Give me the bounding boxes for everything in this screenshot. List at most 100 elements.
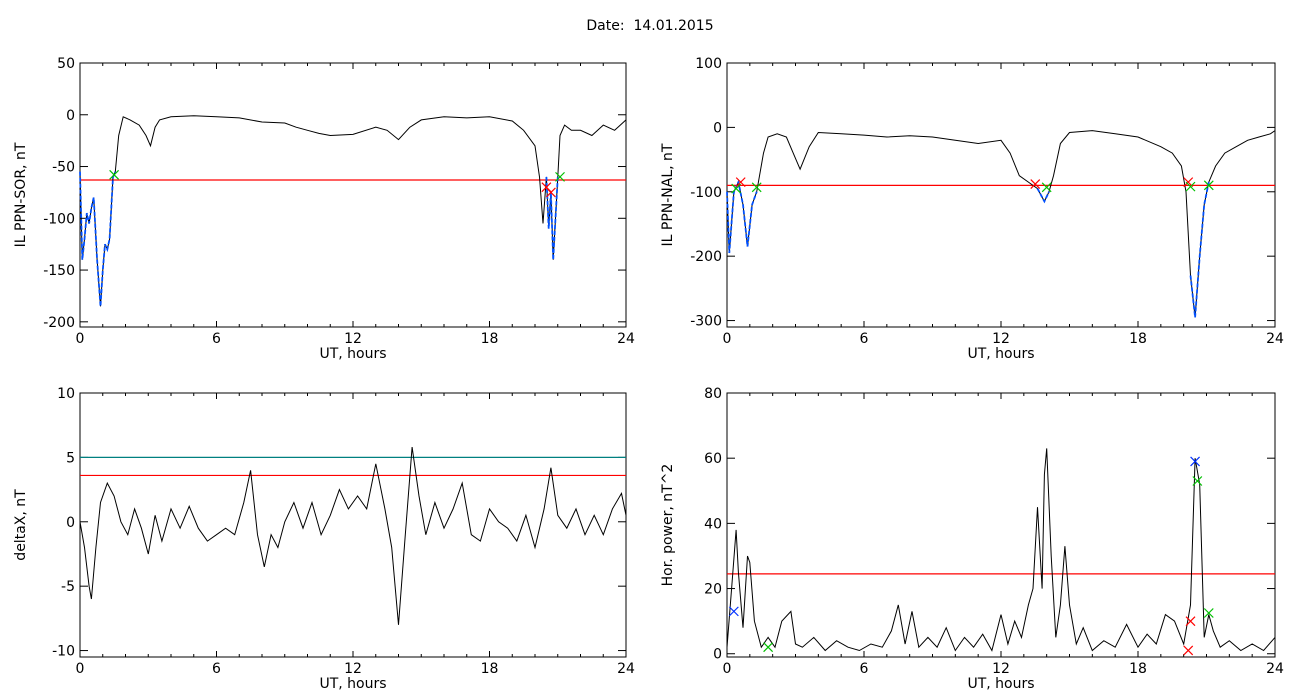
marker-x [1203,608,1214,618]
x-tick-label: 12 [992,661,1010,677]
x-tick-label: 18 [481,661,499,677]
marker-stroke [541,182,552,193]
marker-x [1030,179,1041,189]
marker-stroke [546,187,556,198]
plot-2: 0 6 12 18 24 -300 -200 -100 0 100 UT, hours IL PPN-… [660,56,1284,362]
y-tick-label: -100 [690,185,722,201]
plot-frame [726,62,1276,328]
y-tick-label: 100 [695,56,722,72]
marker-stroke [735,177,746,188]
plot-frame [79,62,627,328]
page-title: Date: 14.01.2015 [586,18,714,34]
marker-x [735,177,746,188]
x-tick-label: 12 [344,331,362,347]
data-line [79,447,627,625]
x-tick-label: 6 [860,661,869,677]
x-tick-label: 0 [76,661,85,677]
x-tick-label: 24 [1266,661,1284,677]
x-tick-label: 18 [1129,331,1147,347]
interval-line [726,179,758,254]
marker-x [546,187,556,198]
x-tick-label: 6 [212,331,221,347]
x-axis-label: UT, hours [967,676,1034,692]
y-tick-label: 0 [713,120,722,136]
x-tick-label: 24 [617,331,635,347]
marker-stroke [1183,645,1194,656]
y-tick-label: 0 [66,515,75,531]
x-tick-label: 24 [617,661,635,677]
y-tick-label: 0 [66,108,75,124]
interval-line [1036,188,1050,204]
x-axis-label: UT, hours [319,676,386,692]
marker-x [109,169,120,180]
marker-x [1192,476,1203,486]
marker-x [751,182,762,193]
marker-x [731,183,742,194]
marker-x [1190,456,1201,467]
marker-x [1183,645,1194,656]
marker-stroke [1185,616,1196,627]
x-axis-label: UT, hours [319,346,386,362]
y-axis-label: deltaX, nT [13,489,29,561]
marker-stroke [1190,456,1201,467]
x-tick-label: 0 [76,331,85,347]
y-tick-label: -150 [43,263,75,279]
interval-line [79,171,117,307]
marker-stroke [763,642,774,653]
y-tick-label: -5 [61,579,75,595]
marker-stroke [1192,476,1203,486]
plot-4: 0 6 12 18 24 0 20 40 60 80 UT, hours Hor. power, nT… [660,386,1284,692]
marker-stroke [728,606,739,617]
y-tick-label: 40 [704,516,722,532]
marker-x [555,171,565,182]
plot-1: 0 6 12 18 24 -200 -150 -100 -50 0 50 UT, hours IL PP… [13,56,635,362]
x-tick-label: 18 [1129,661,1147,677]
y-tick-label: -200 [43,315,75,331]
plot-3: 0 6 12 18 24 -10 -5 0 5 10 UT, hours deltaX, nT [13,386,635,692]
x-tick-label: 18 [481,331,499,347]
marker-x [1185,616,1196,627]
marker-x [728,606,739,617]
marker-stroke [1183,177,1194,188]
marker-x [763,642,774,653]
y-tick-label: -50 [52,160,75,176]
marker-stroke [731,183,742,194]
x-tick-label: 6 [860,331,869,347]
x-tick-label: 12 [344,661,362,677]
x-tick-label: 0 [723,661,732,677]
marker-stroke [1203,180,1214,191]
y-tick-label: 10 [57,386,75,402]
y-axis-label: Hor. power, nT^2 [660,464,676,587]
marker-x [1203,180,1214,191]
x-tick-label: 0 [723,331,732,347]
marker-x [1185,181,1196,192]
y-tick-label: -10 [52,644,75,660]
x-tick-label: 6 [212,661,221,677]
data-line [79,115,627,307]
y-tick-label: -100 [43,211,75,227]
x-tick-label: 24 [1266,331,1284,347]
y-axis-label: IL PPN-NAL, nT [660,143,676,246]
y-tick-label: 50 [57,56,75,72]
interval-line [545,176,559,260]
marker-stroke [1041,182,1052,193]
marker-stroke [555,171,565,182]
marker-stroke [1030,179,1041,189]
y-tick-label: -200 [690,249,722,265]
marker-stroke [109,169,120,180]
plot-frame [79,392,627,658]
y-tick-label: 20 [704,582,722,598]
data-line [726,448,1276,652]
interval-line [1189,181,1210,318]
y-tick-label: 5 [66,450,75,466]
y-tick-label: 0 [713,647,722,663]
y-axis-label: IL PPN-SOR, nT [13,142,29,247]
x-tick-label: 12 [992,331,1010,347]
marker-stroke [1203,608,1214,618]
y-tick-label: 60 [704,451,722,467]
x-axis-label: UT, hours [967,346,1034,362]
y-tick-label: 80 [704,386,722,402]
marker-x [1041,182,1052,193]
y-tick-label: -300 [690,314,722,330]
